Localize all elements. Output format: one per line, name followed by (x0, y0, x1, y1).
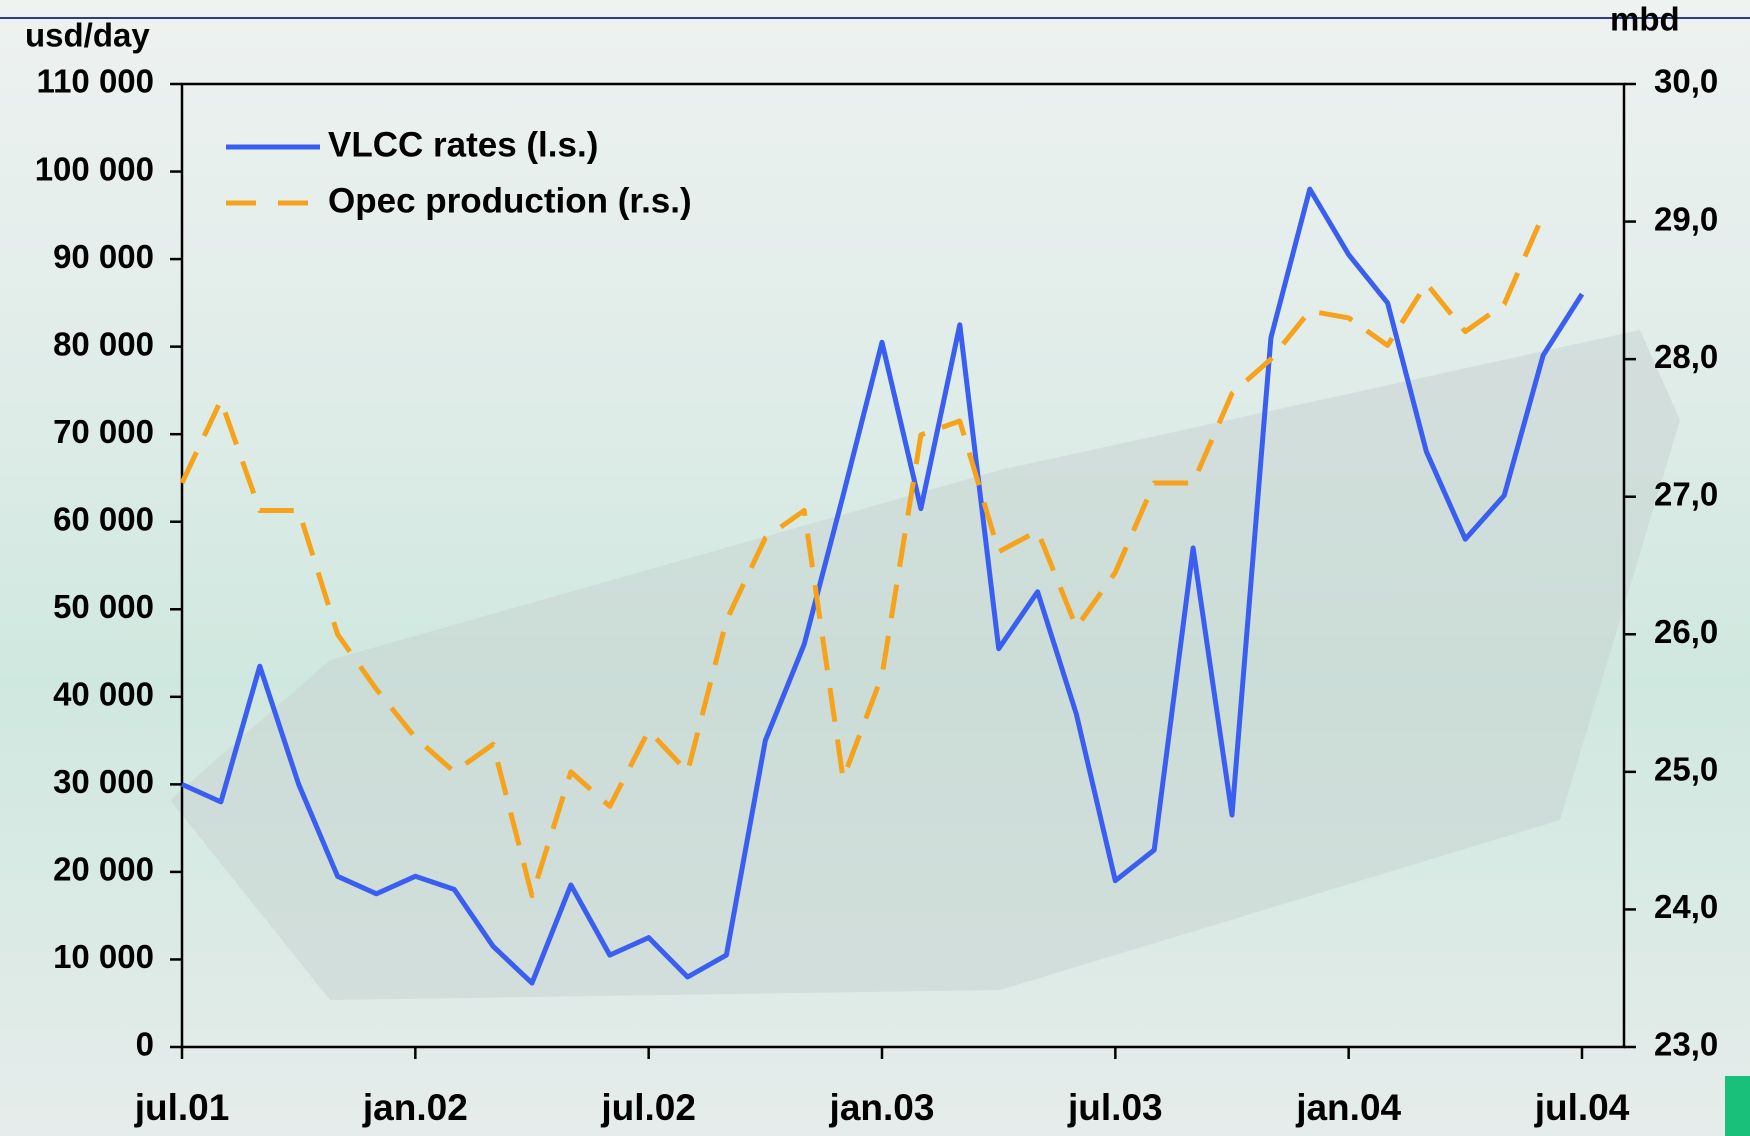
y-tick-label: 20 000 (53, 851, 154, 888)
y2-tick-label: 27,0 (1654, 475, 1718, 512)
y-tick-label: 100 000 (35, 150, 154, 187)
y2-tick-label: 24,0 (1654, 888, 1718, 925)
y2-tick-label: 25,0 (1654, 751, 1718, 788)
y-tick-label: 80 000 (53, 325, 154, 362)
y-tick-label: 70 000 (53, 413, 154, 450)
series-line (180, 186, 1585, 986)
legend-label: VLCC rates (l.s.) (328, 125, 598, 164)
y2-tick-label: 30,0 (1654, 63, 1718, 100)
y2-tick-label: 23,0 (1654, 1026, 1718, 1063)
x-tick-label: jul.02 (600, 1087, 696, 1128)
x-tick-label: jul.01 (134, 1087, 230, 1128)
x-tick-label: jul.03 (1067, 1087, 1163, 1128)
y2-axis-title: mbd (1610, 1, 1680, 38)
y-tick-label: 110 000 (37, 63, 154, 100)
y-tick-label: 10 000 (53, 938, 154, 975)
y-tick-label: 0 (136, 1026, 154, 1063)
y-tick-label: 50 000 (53, 588, 154, 625)
y-tick-label: 40 000 (53, 676, 154, 713)
x-tick-label: jan.03 (829, 1087, 935, 1128)
series-line (179, 213, 1546, 899)
x-tick-label: jan.02 (362, 1087, 468, 1128)
y2-tick-label: 29,0 (1654, 200, 1718, 237)
plot-frame (180, 82, 1626, 1049)
y2-tick-label: 26,0 (1654, 613, 1718, 650)
y-tick-label: 30 000 (53, 763, 154, 800)
x-tick-label: jan.04 (1295, 1087, 1401, 1128)
legend-label: Opec production (r.s.) (328, 181, 692, 220)
y-axis-title: usd/day (25, 17, 150, 54)
x-tick-label: jul.04 (1534, 1087, 1630, 1128)
corner-block (1725, 1076, 1750, 1136)
background-ship (170, 330, 1680, 1000)
y-tick-label: 60 000 (53, 500, 154, 537)
y-tick-label: 90 000 (53, 238, 154, 275)
y2-tick-label: 28,0 (1654, 338, 1718, 375)
